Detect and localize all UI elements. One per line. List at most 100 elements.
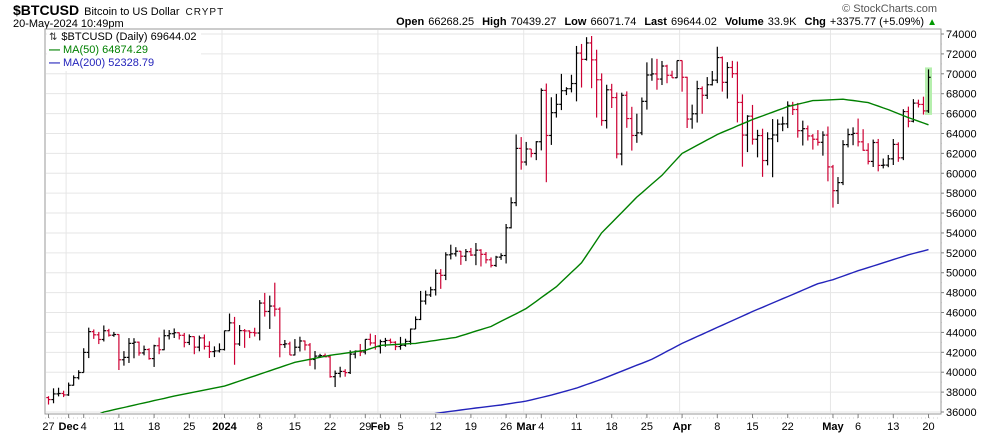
ohlc-bar bbox=[730, 60, 735, 78]
ohlc-bar bbox=[735, 61, 740, 123]
ohlc-bar bbox=[197, 335, 202, 352]
ohlc-bar bbox=[634, 113, 640, 143]
ohlc-bar bbox=[493, 255, 499, 267]
quote-value: 66071.74 bbox=[590, 16, 637, 28]
x-tick-label: 29 bbox=[359, 421, 371, 433]
x-tick-label: Mar bbox=[516, 421, 536, 433]
ohlc-bar bbox=[166, 330, 172, 340]
ohlc-bar bbox=[438, 269, 443, 289]
ohlc-bar bbox=[674, 59, 680, 79]
ohlc-bar bbox=[810, 134, 816, 150]
ohlc-bar bbox=[629, 106, 635, 151]
ohlc-bar bbox=[694, 80, 700, 123]
ohlc-bar bbox=[262, 292, 267, 317]
ohlc-bar bbox=[513, 134, 519, 207]
symbol-title: $BTCUSD bbox=[13, 2, 80, 18]
change-up-arrow-icon: ▲ bbox=[927, 17, 937, 28]
ohlc-bar bbox=[845, 128, 851, 148]
ohlc-bar bbox=[227, 313, 232, 332]
ohlc-bar bbox=[232, 316, 237, 365]
ohlc-bar bbox=[141, 345, 147, 356]
ohlc-bar bbox=[443, 252, 448, 281]
ohlc-bar bbox=[705, 77, 710, 99]
quote-value: 66268.25 bbox=[428, 16, 475, 28]
ohlc-bar bbox=[881, 158, 886, 169]
bar-updown-icon: ⇅ bbox=[49, 32, 58, 43]
y-tick-label: 54000 bbox=[946, 228, 977, 240]
y-tick-label: 70000 bbox=[946, 69, 977, 81]
ohlc-bar bbox=[111, 331, 117, 337]
ohlc-bar bbox=[242, 329, 247, 348]
x-tick-label: Apr bbox=[673, 421, 693, 433]
ohlc-bar bbox=[554, 93, 559, 118]
ohlc-bar bbox=[302, 340, 308, 351]
ohlc-bar bbox=[413, 316, 418, 330]
ohlc-bar bbox=[498, 253, 504, 260]
x-tick-label: 20 bbox=[922, 421, 934, 433]
y-tick-label: 36000 bbox=[946, 407, 977, 419]
ohlc-bar bbox=[901, 109, 906, 161]
ohlc-bar bbox=[564, 87, 569, 96]
ohlc-bar bbox=[187, 334, 192, 346]
ohlc-bar bbox=[579, 43, 584, 88]
x-tick-label: May bbox=[822, 421, 844, 433]
legend-ma50-row: — MA(50) 64874.29 bbox=[49, 44, 197, 57]
ohlc-bar bbox=[126, 338, 132, 363]
x-tick-label: Dec bbox=[59, 421, 79, 433]
ohlc-bar bbox=[151, 344, 157, 367]
quote-label: Low bbox=[564, 16, 587, 28]
quote-label: Open bbox=[396, 16, 425, 28]
ohlc-bar bbox=[172, 328, 177, 338]
ohlc-bar bbox=[337, 366, 343, 378]
ohlc-bar bbox=[66, 382, 71, 396]
ohlc-bar bbox=[544, 83, 549, 183]
ohlc-bar bbox=[896, 142, 901, 162]
ohlc-bar bbox=[780, 116, 785, 132]
ohlc-bar bbox=[433, 269, 438, 296]
ohlc-bar bbox=[529, 148, 534, 158]
ohlc-bar bbox=[614, 92, 619, 159]
ohlc-bar bbox=[473, 242, 479, 266]
y-axis: 36000 38000 40000 42000 44000 46000 48000 50000… bbox=[941, 29, 977, 419]
ohlc-bar bbox=[252, 327, 257, 337]
ohlc-bar bbox=[659, 60, 665, 86]
legend-ma200-label: MA(200) 52328.79 bbox=[63, 57, 155, 69]
ohlc-bar bbox=[282, 339, 288, 348]
y-tick-label: 38000 bbox=[946, 387, 977, 399]
ohlc-bar bbox=[101, 325, 107, 342]
ohlc-bar bbox=[207, 341, 212, 358]
ohlc-bar bbox=[639, 97, 645, 136]
quote-label: High bbox=[482, 16, 507, 28]
ma200-line-swatch: — bbox=[49, 57, 60, 69]
ohlc-bar bbox=[594, 49, 599, 118]
ohlc-bar bbox=[96, 331, 101, 345]
ohlc-bar bbox=[740, 94, 745, 167]
x-tick-label: 12 bbox=[430, 421, 442, 433]
ohlc-bar bbox=[750, 104, 755, 145]
quote-label: Volume bbox=[724, 16, 764, 28]
ohlc-bar bbox=[76, 370, 81, 380]
ohlc-bar bbox=[604, 84, 609, 129]
ohlc-bar bbox=[865, 143, 871, 165]
ohlc-bar bbox=[800, 120, 805, 146]
ohlc-bar bbox=[393, 341, 398, 351]
x-tick-label: 4 bbox=[81, 421, 87, 433]
x-tick-label: 5 bbox=[397, 421, 403, 433]
ohlc-bar bbox=[664, 64, 670, 84]
x-tick-label: 15 bbox=[289, 421, 301, 433]
ohlc-bar bbox=[715, 46, 720, 84]
ohlc-bar bbox=[815, 130, 821, 146]
copyright-text: © StockCharts.com bbox=[842, 3, 937, 15]
x-tick-label: 2024 bbox=[212, 421, 237, 433]
ohlc-bar bbox=[182, 332, 187, 348]
x-tick-label: 25 bbox=[641, 421, 653, 433]
chart-header: $BTCUSD Bitcoin to US Dollar CRYPT 20-May-… bbox=[13, 2, 224, 30]
ohlc-bar bbox=[534, 141, 539, 161]
ohlc-bar bbox=[267, 295, 272, 329]
ohlc-bar bbox=[589, 35, 594, 89]
ohlc-bars bbox=[46, 35, 931, 405]
ohlc-bar bbox=[388, 338, 393, 344]
ohlc-bar bbox=[348, 350, 353, 375]
ohlc-bar bbox=[332, 370, 338, 388]
ohlc-bar bbox=[146, 348, 152, 360]
